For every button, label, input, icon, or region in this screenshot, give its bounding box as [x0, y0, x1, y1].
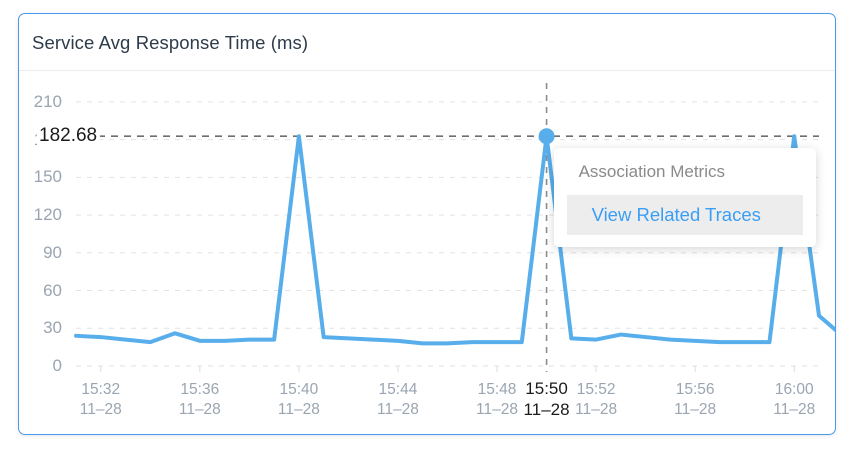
x-axis-tick-date: 11–28	[773, 401, 816, 418]
y-axis-tick-label: 210	[33, 91, 62, 111]
x-axis-tick-label: 15:52 11–28	[575, 380, 617, 420]
x-axis-tick-label: 15:44 11–28	[377, 380, 419, 420]
x-axis-tick-label: 15:32 11–28	[80, 380, 122, 420]
cursor-time-label: 15:50 11–28	[520, 378, 573, 420]
x-axis-tick-time: 15:56	[675, 381, 715, 398]
x-axis-tick-time: 15:48	[477, 381, 517, 398]
chart-axis-ticks	[100, 366, 795, 372]
y-axis-tick-label: 30	[43, 318, 62, 338]
series-line-avg-response-time	[74, 134, 835, 346]
y-axis-tick-label: 150	[33, 167, 62, 187]
hover-data-point-marker[interactable]	[538, 128, 555, 145]
x-axis-tick-date: 11–28	[79, 401, 122, 418]
y-axis-tick-label: 120	[33, 205, 62, 225]
x-axis-tick-date: 11–28	[178, 401, 221, 418]
x-axis-tick-date: 11–28	[476, 401, 519, 418]
x-axis-tick-label: 15:48 11–28	[476, 380, 518, 420]
x-axis-tick-time: 15:36	[180, 381, 220, 398]
x-axis-tick-time: 15:52	[576, 381, 616, 398]
view-related-traces-link[interactable]: View Related Traces	[566, 195, 803, 236]
x-axis-tick-time: 15:32	[81, 381, 121, 398]
y-axis-tick-label: 90	[43, 242, 62, 262]
x-axis-tick-time: 15:44	[378, 381, 418, 398]
x-axis-tick-date: 11–28	[674, 401, 717, 418]
x-axis-tick-date: 11–28	[277, 401, 320, 418]
x-axis-tick-label: 15:56 11–28	[674, 380, 716, 420]
y-axis-tick-label: 60	[43, 280, 62, 300]
chart-card: Service Avg Response Time (ms) 0 30 60 90 12…	[18, 13, 836, 435]
association-metrics-popup[interactable]: Association Metrics View Related Traces	[553, 148, 816, 248]
chart-plot-area[interactable]: 0306090120150180210 15:3211–2815:3611–28…	[19, 71, 835, 434]
page-title: Service Avg Response Time (ms)	[32, 32, 309, 53]
x-axis-tick-time: 15:40	[279, 381, 319, 398]
x-axis-tick-date: 11–28	[575, 401, 618, 418]
x-axis-tick-date: 11–28	[376, 401, 419, 418]
x-axis-tick-time: 16:00	[774, 381, 814, 398]
cursor-date-text: 11–28	[523, 400, 570, 419]
y-axis-tick-label: 0	[52, 356, 62, 375]
x-axis-tick-label: 15:36 11–28	[179, 380, 221, 420]
x-axis-tick-label: 16:00 11–28	[773, 380, 815, 420]
cursor-time-text: 15:50	[525, 379, 568, 398]
card-header: Service Avg Response Time (ms)	[19, 14, 835, 71]
x-axis-tick-label: 15:40 11–28	[278, 380, 320, 420]
cursor-value-label: 182.68	[37, 125, 101, 148]
association-metrics-title: Association Metrics	[578, 162, 725, 182]
